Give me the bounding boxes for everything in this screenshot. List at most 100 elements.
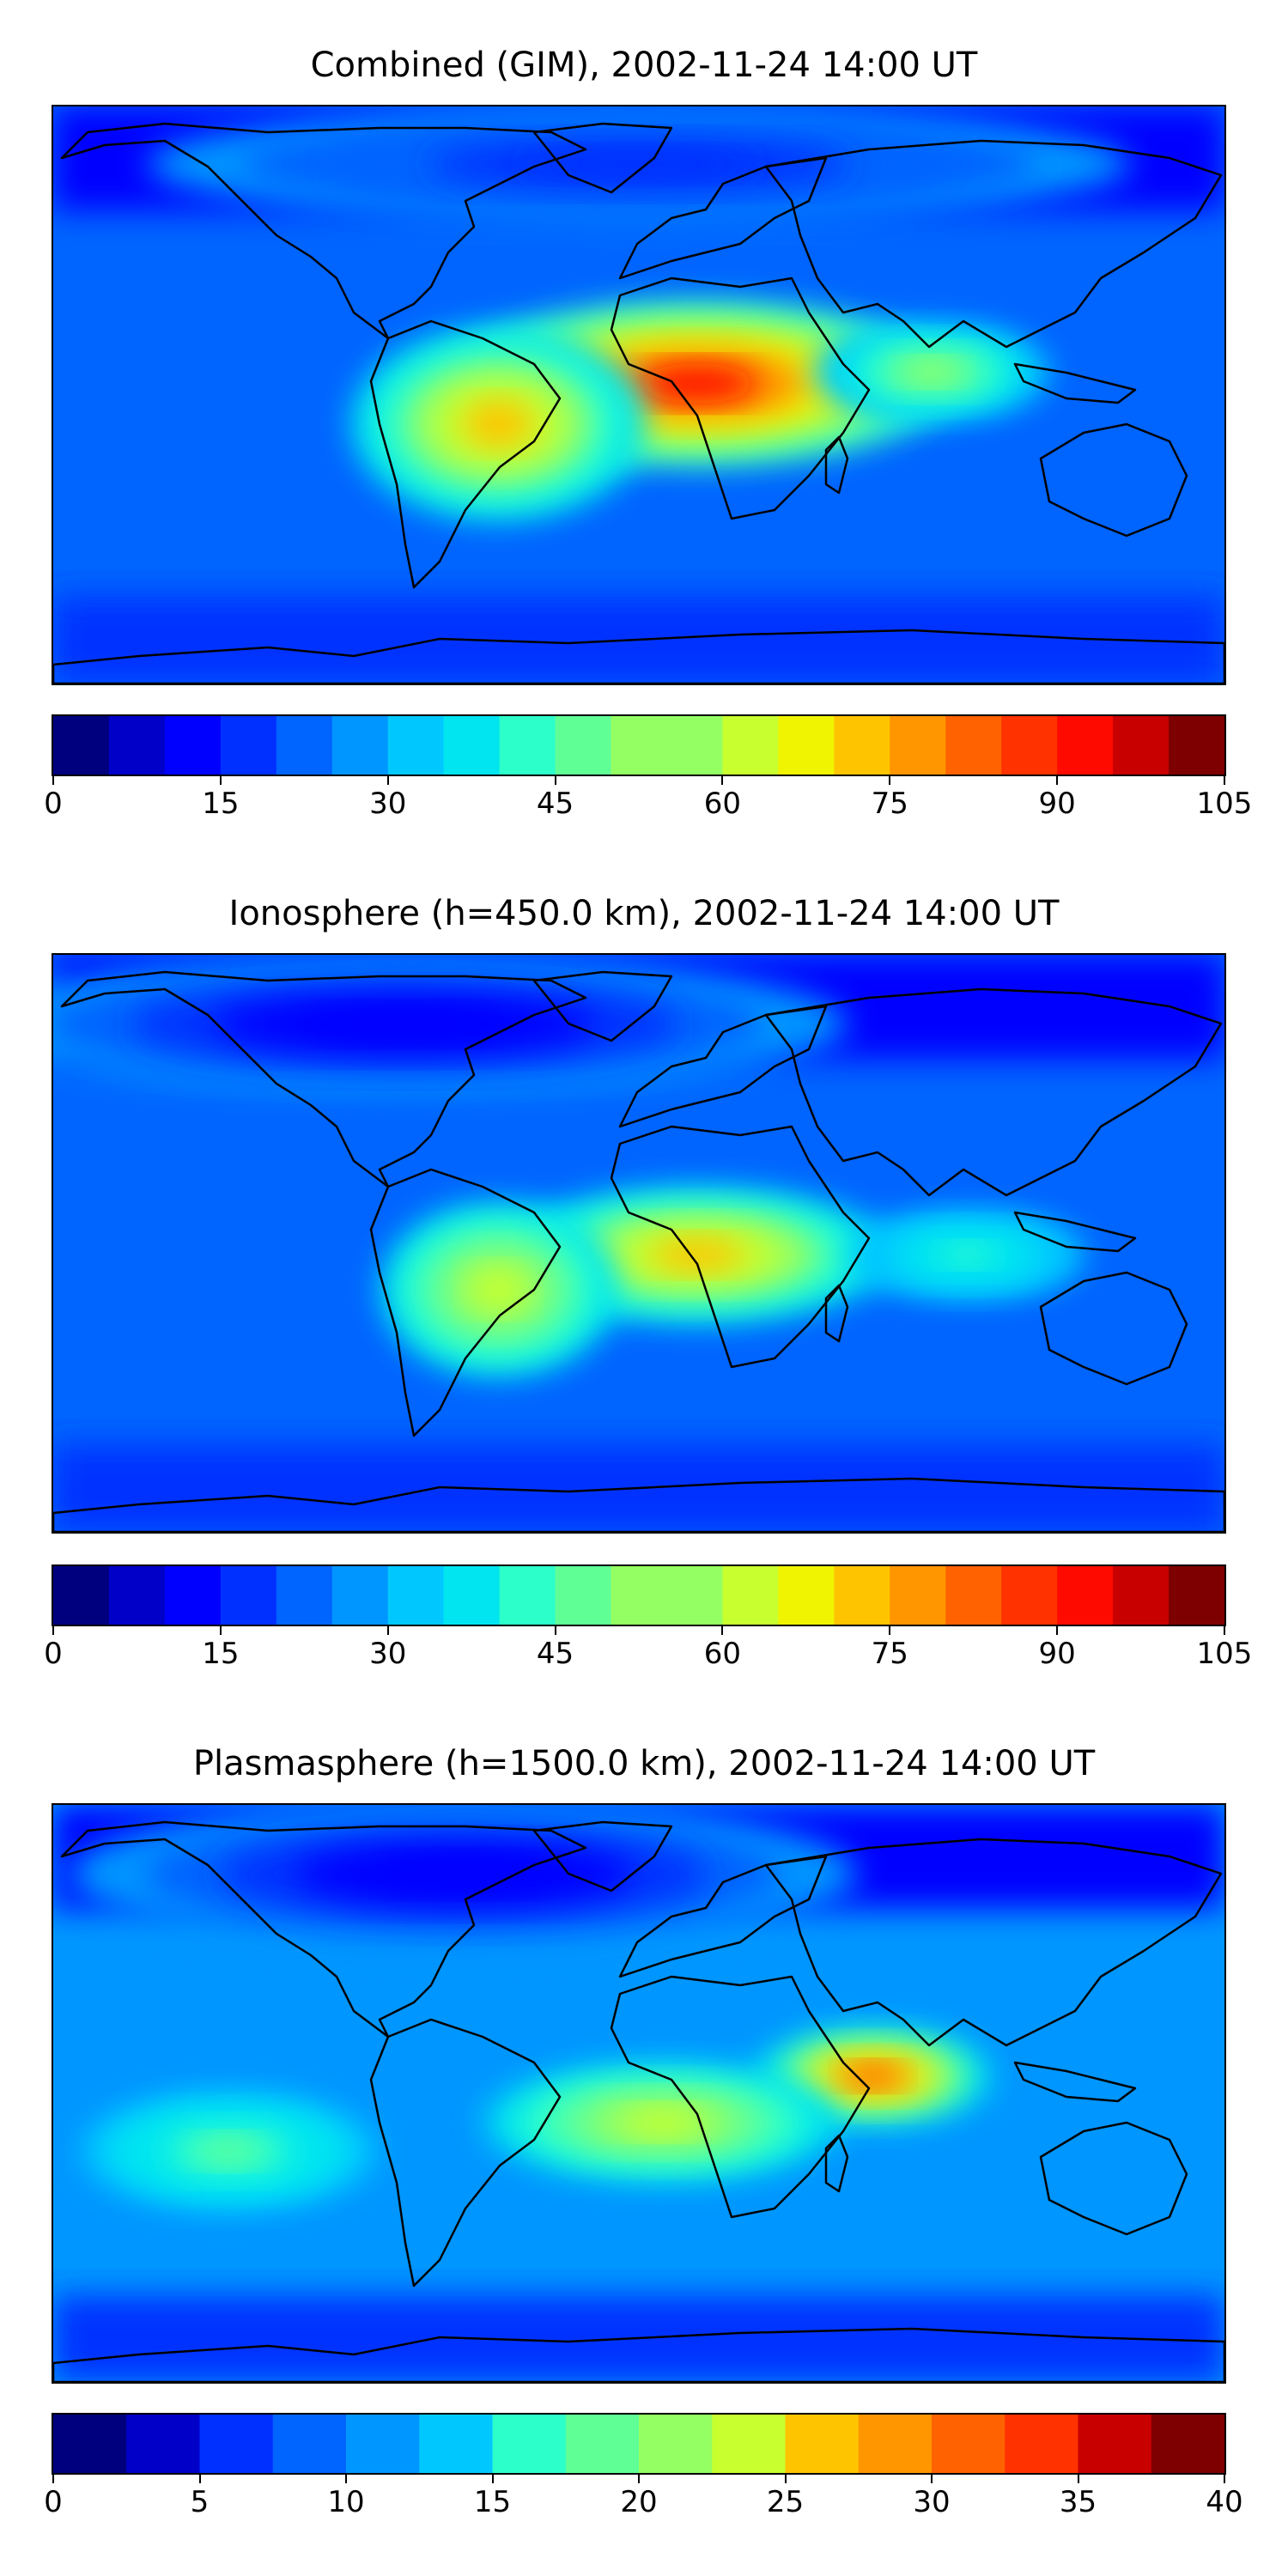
colorbar-tick xyxy=(721,776,724,785)
colorbar-segment xyxy=(778,716,835,775)
colorbar-tick xyxy=(638,2475,640,2483)
colorbar-tick xyxy=(345,2475,347,2483)
coastline xyxy=(60,970,587,1188)
colorbar-segment xyxy=(785,2415,860,2473)
colorbar-ticks: 0 15 30 45 60 75 90 105 xyxy=(44,776,1252,821)
coastline xyxy=(532,1820,673,1893)
colorbar-tick xyxy=(721,1626,724,1635)
feature-blob xyxy=(485,2063,840,2181)
colorbar xyxy=(52,2413,1226,2475)
colorbar-tick xyxy=(1224,776,1225,785)
feature-blob xyxy=(147,106,1131,222)
heatmap-svg xyxy=(53,106,1224,683)
colorbar-segment xyxy=(220,1566,277,1625)
colorbar-segment xyxy=(1001,716,1058,775)
colorbar-segment xyxy=(1169,1566,1224,1625)
colorbar-segment xyxy=(666,1566,724,1625)
colorbar-segment xyxy=(276,1566,333,1625)
coastline xyxy=(610,1125,871,1369)
colorbar-tick-label: 5 xyxy=(190,2485,210,2519)
colorbar-ticks: 0 5 10 15 20 25 30 35 40 xyxy=(44,2475,1243,2519)
colorbar-segment xyxy=(1113,716,1170,775)
colorbar-tick xyxy=(1224,1626,1225,1635)
map-title: Combined (GIM), 2002-11-24 14:00 UT xyxy=(310,46,978,85)
coastline xyxy=(764,139,1223,349)
colorbar-segment xyxy=(1057,1566,1114,1625)
colorbar-tick xyxy=(52,776,54,785)
colorbar-segment xyxy=(834,716,890,775)
colorbar-segment xyxy=(932,2415,1005,2473)
colorbar-segment xyxy=(890,1566,946,1625)
colorbar-segment xyxy=(565,2415,640,2473)
colorbar-tick xyxy=(386,1626,389,1635)
colorbar-segment xyxy=(419,2415,494,2473)
colorbar-tick xyxy=(554,1626,556,1635)
colorbar-segment xyxy=(722,716,779,775)
colorbar-segment xyxy=(1169,716,1224,775)
colorbar-segment xyxy=(1151,2415,1224,2473)
colorbar-tick xyxy=(784,2475,787,2483)
coastline xyxy=(53,629,1224,683)
colorbar-tick-label: 75 xyxy=(871,1637,908,1671)
colorbar-segment xyxy=(108,1566,166,1625)
colorbar-tick xyxy=(931,2475,933,2483)
colorbar-tick-label: 15 xyxy=(473,2485,512,2519)
colorbar-tick-label: 75 xyxy=(871,787,908,821)
colorbar-tick xyxy=(889,1626,891,1635)
coastline xyxy=(1039,422,1188,538)
coastline xyxy=(60,1820,587,2038)
colorbar-segment xyxy=(346,2415,420,2473)
colorbar-segment xyxy=(164,1566,222,1625)
colorbar-tick-label: 0 xyxy=(44,2485,63,2519)
colorbar-svg xyxy=(53,716,1224,775)
coastline xyxy=(618,1855,828,1978)
tec-map xyxy=(52,953,1226,1534)
feature-blob xyxy=(380,1202,617,1377)
colorbar-segment xyxy=(858,2415,933,2473)
feature-blob xyxy=(70,1805,857,1947)
colorbar-tick-label: 30 xyxy=(369,787,407,821)
tec-map xyxy=(52,1803,1226,2384)
coastline xyxy=(824,2134,849,2193)
coastline xyxy=(1039,1271,1188,1386)
colorbar-tick xyxy=(52,1626,54,1635)
coastlines xyxy=(53,1820,1224,2382)
colorbar-tick xyxy=(1224,2475,1225,2483)
colorbar-tick xyxy=(1056,776,1059,785)
coastline xyxy=(618,156,828,280)
coastlines xyxy=(53,970,1224,1532)
colorbar-segment xyxy=(387,716,445,775)
feature-blob xyxy=(350,326,647,521)
coastline xyxy=(369,319,562,589)
colorbar-segment xyxy=(890,716,946,775)
colorbar-tick-label: 90 xyxy=(1038,787,1076,821)
colorbar-segment xyxy=(834,1566,890,1625)
colorbar-tick-label: 30 xyxy=(369,1637,407,1671)
coastline xyxy=(532,970,673,1042)
colorbar-segment xyxy=(555,1566,612,1625)
coastline xyxy=(1013,2061,1137,2103)
colorbar-tick-label: 105 xyxy=(1196,1637,1253,1671)
colorbar-segment xyxy=(945,1566,1002,1625)
colorbar-segment xyxy=(1001,1566,1058,1625)
colorbar-tick xyxy=(219,1626,222,1635)
colorbar-segment xyxy=(443,716,501,775)
feature-blob xyxy=(755,2027,992,2125)
colorbar-segment xyxy=(108,716,166,775)
coastline xyxy=(1013,1211,1137,1253)
colorbar-tick-label: 0 xyxy=(44,1637,63,1671)
colorbar-segment xyxy=(53,2415,127,2473)
heatmap-svg xyxy=(53,955,1224,1532)
colorbar xyxy=(52,1564,1226,1626)
colorbar-tick-label: 25 xyxy=(766,2485,805,2519)
colorbar-segment xyxy=(53,1566,110,1625)
coastline xyxy=(53,1477,1224,1532)
colorbar-segment xyxy=(53,716,110,775)
colorbar-ticks: 0 15 30 45 60 75 90 105 xyxy=(44,1626,1252,1671)
colorbar-tick-label: 10 xyxy=(327,2485,365,2519)
colorbar-segment xyxy=(611,1566,668,1625)
colorbar-segment xyxy=(639,2415,713,2473)
colorbar-segment xyxy=(492,2415,567,2473)
colorbar-segment xyxy=(126,2415,201,2473)
coastline xyxy=(60,122,587,340)
